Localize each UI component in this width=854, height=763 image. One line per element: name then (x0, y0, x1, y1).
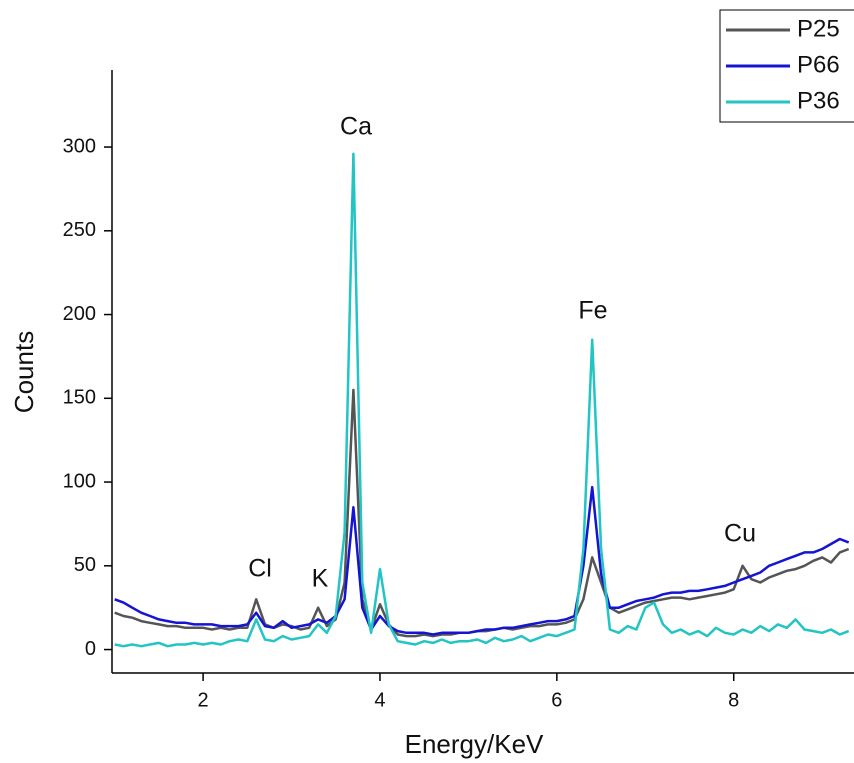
y-tick-label: 250 (63, 219, 96, 241)
legend-label: P66 (797, 51, 840, 78)
y-tick-label: 100 (63, 470, 96, 492)
peak-label: K (312, 565, 329, 593)
y-tick-label: 50 (74, 554, 96, 576)
y-tick-label: 0 (85, 638, 96, 660)
series-line (114, 485, 850, 636)
peak-label: Ca (340, 113, 372, 141)
legend-label: P36 (797, 87, 840, 114)
y-tick-label: 200 (63, 303, 96, 325)
x-tick-label: 8 (728, 689, 739, 711)
y-axis-label: Counts (9, 331, 39, 413)
series-line (114, 388, 850, 638)
x-tick-label: 6 (551, 689, 562, 711)
peak-label: Fe (578, 297, 607, 325)
peak-label: Cl (248, 555, 272, 583)
y-tick-label: 300 (63, 135, 96, 157)
x-axis-label: Energy/KeV (405, 729, 544, 759)
y-tick-label: 150 (63, 387, 96, 409)
peak-label: Cu (724, 520, 756, 548)
x-tick-label: 4 (374, 689, 385, 711)
series-line (114, 152, 850, 648)
legend-label: P25 (797, 15, 840, 42)
x-tick-label: 2 (198, 689, 209, 711)
